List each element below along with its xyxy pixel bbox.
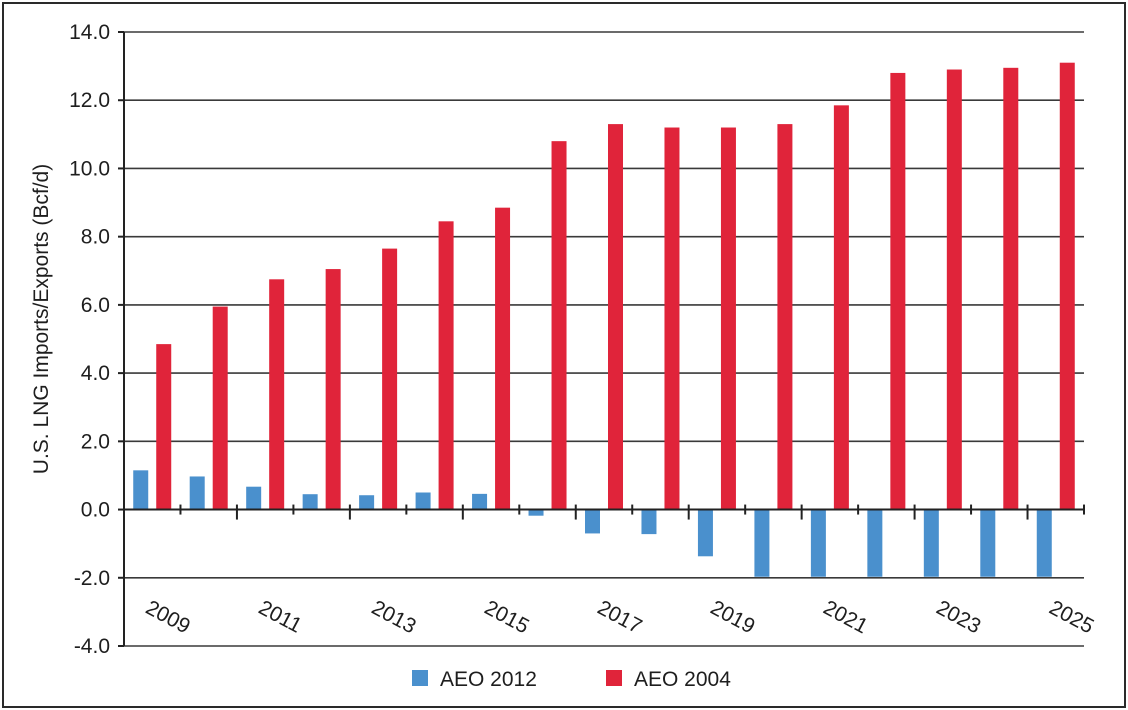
x-tick-label: 2019 — [707, 596, 759, 638]
x-tick-label: 2023 — [932, 596, 984, 638]
x-tick-label: 2025 — [1045, 596, 1097, 638]
bar-aeo-2004-2014 — [438, 221, 454, 510]
bar-aeo-2012-2020 — [754, 509, 770, 577]
y-tick-label: 12.0 — [69, 89, 110, 112]
y-tick-label: 6.0 — [81, 294, 110, 317]
y-tick-labels: 14.0 12.0 10.0 8.0 6.0 4.0 2.0 0.0 -2.0 -4.0 — [69, 21, 110, 658]
y-axis-title: U.S. LNG Imports/Exports (Bcf/d) — [30, 164, 53, 474]
bar-aeo-2012-2019 — [697, 509, 713, 557]
bar-aeo-2004-2020 — [777, 124, 793, 510]
y-tick-label: 10.0 — [69, 157, 110, 180]
bar-aeo-2012-2009 — [133, 470, 149, 510]
bar-aeo-2012-2014 — [415, 492, 431, 510]
bar-aeo-2004-2010 — [212, 306, 228, 510]
bar-aeo-2004-2019 — [720, 127, 736, 510]
legend-swatch — [606, 670, 622, 686]
x-tick-label: 2009 — [142, 596, 194, 638]
bar-aeo-2004-2009 — [156, 344, 172, 510]
y-tick-label: 14.0 — [69, 21, 110, 44]
bar-aeo-2012-2018 — [641, 509, 657, 535]
bar-aeo-2012-2012 — [302, 494, 318, 510]
x-tick-label: 2013 — [368, 596, 420, 638]
bar-aeo-2004-2012 — [325, 269, 341, 510]
bar-aeo-2012-2017 — [585, 509, 600, 534]
y-tick-label: -2.0 — [74, 567, 110, 590]
bar-aeo-2004-2015 — [495, 207, 511, 510]
bar-aeo-2004-2021 — [833, 105, 849, 510]
bar-aeo-2004-2016 — [551, 141, 567, 510]
legend-label: AEO 2004 — [634, 668, 731, 691]
bar-aeo-2004-2022 — [890, 72, 906, 510]
y-tick-label: -4.0 — [74, 635, 110, 658]
bar-aeo-2004-2013 — [382, 248, 398, 510]
axes — [123, 32, 1084, 646]
gridlines — [118, 31, 1085, 647]
y-tick-label: 2.0 — [81, 430, 110, 453]
x-tick-labels: 2009 2011 2013 2015 2017 2019 2021 2023 2025 — [142, 596, 1098, 638]
bar-aeo-2004-2017 — [608, 124, 623, 510]
bar-aeo-2012-2025 — [1036, 509, 1052, 577]
y-tick-label: 8.0 — [81, 226, 110, 249]
x-tick-label: 2017 — [594, 596, 646, 638]
bars — [133, 62, 1075, 577]
bar-aeo-2012-2015 — [472, 493, 488, 510]
legend: AEO 2012 AEO 2004 — [412, 668, 731, 691]
legend-swatch — [412, 670, 428, 686]
bar-aeo-2004-2023 — [946, 69, 962, 510]
x-tick-label: 2015 — [481, 596, 533, 638]
bar-aeo-2012-2021 — [810, 509, 826, 577]
bar-aeo-2012-2013 — [359, 495, 375, 510]
bar-aeo-2012-2011 — [246, 486, 262, 510]
bar-aeo-2012-2022 — [867, 509, 883, 577]
legend-label: AEO 2012 — [440, 668, 537, 691]
x-tick-label: 2021 — [820, 596, 872, 638]
bar-aeo-2012-2010 — [189, 476, 205, 510]
bar-aeo-2012-2024 — [980, 509, 996, 577]
bar-aeo-2004-2011 — [269, 279, 285, 510]
bar-aeo-2004-2018 — [664, 127, 680, 510]
y-tick-label: 4.0 — [81, 362, 110, 385]
bar-aeo-2012-2023 — [923, 509, 939, 577]
bar-aeo-2012-2016 — [528, 509, 544, 516]
y-tick-label: 0.0 — [81, 499, 110, 522]
bar-aeo-2004-2024 — [1003, 67, 1019, 510]
x-tick-label: 2011 — [255, 596, 306, 638]
bar-aeo-2004-2025 — [1059, 62, 1075, 510]
